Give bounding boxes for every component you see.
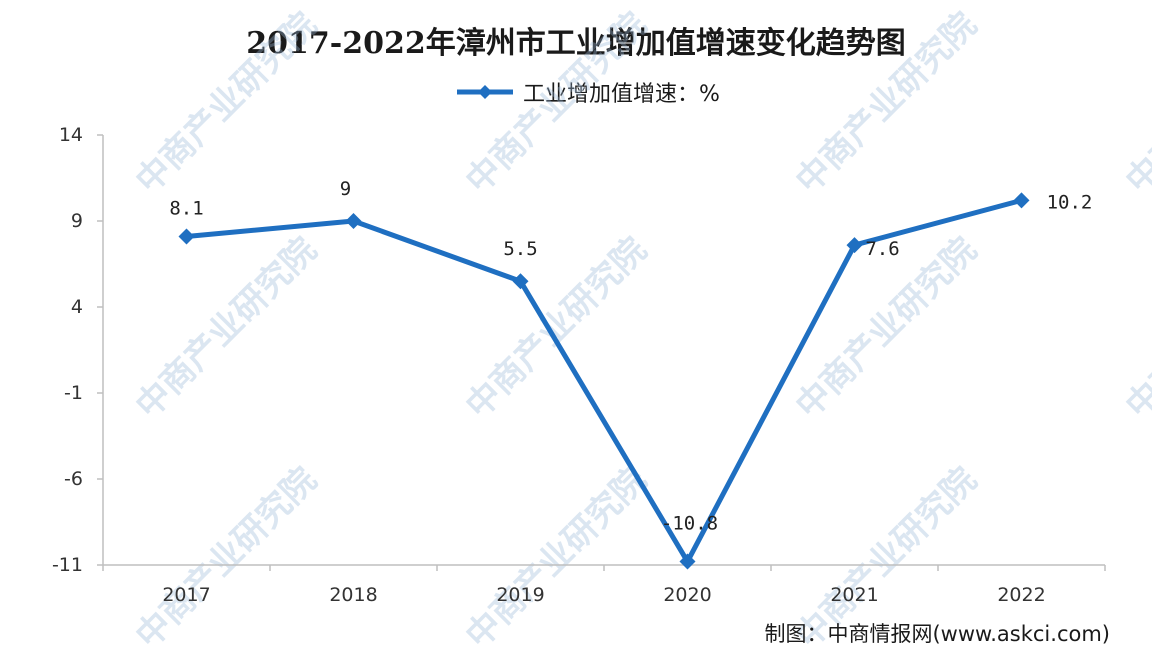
x-tick-label: 2021 [830,584,878,606]
watermark-text: 中商产业研究院 [1118,230,1152,427]
series-layer [178,192,1030,570]
data-label: 5.5 [503,238,537,260]
x-tick-label: 2017 [162,584,210,606]
watermark-text: 中商产业研究院 [1118,5,1152,202]
legend-line-marker-icon [457,85,513,99]
y-tick-label: -11 [52,554,83,576]
axes: 14 9 4 -1 -6 -11 2017 2018 2019 2020 2021 2022 [52,124,1106,606]
y-tick-label: 9 [71,210,83,232]
x-tick-label: 2022 [997,584,1045,606]
data-label: -10.8 [661,513,718,535]
watermark-text: 中商产业研究院 [458,230,655,427]
watermark-text: 中商产业研究院 [128,230,325,427]
data-label: 7.6 [865,238,899,260]
x-tick-label: 2020 [663,584,711,606]
data-label: 9 [340,178,351,200]
data-point-marker [1013,192,1030,209]
y-tick-label: 14 [59,124,83,146]
watermark-text: 中商产业研究院 [458,5,655,202]
y-tick-label: -1 [64,382,83,404]
watermark-text: 中商产业研究院 [128,5,325,202]
y-tick-label: 4 [71,296,83,318]
data-point-marker [178,228,195,245]
x-tick-label: 2018 [329,584,377,606]
data-label: 8.1 [169,197,203,219]
legend: 工业增加值增速：% [455,74,720,110]
data-point-marker [679,553,696,570]
data-point-marker [512,273,529,290]
source-note: 制图：中商情报网(www.askci.com) [764,622,1110,646]
data-label: 10.2 [1047,191,1093,213]
series-line [186,197,1023,565]
x-tick-label: 2019 [496,584,544,606]
chart-title: 2017-2022年漳州市工业增加值增速变化趋势图 [246,26,906,61]
data-point-marker [345,213,362,229]
y-tick-label: -6 [64,468,83,490]
data-point-marker [846,237,863,254]
watermark-text: 中商产业研究院 [458,460,655,657]
data-label-layer: 8.1 9 5.5 -10.8 7.6 10.2 [169,178,1092,535]
legend-label: 工业增加值增速：% [523,82,720,107]
watermark-text: 中商产业研究院 [788,5,985,202]
watermark-text: 中商产业研究院 [128,460,325,657]
